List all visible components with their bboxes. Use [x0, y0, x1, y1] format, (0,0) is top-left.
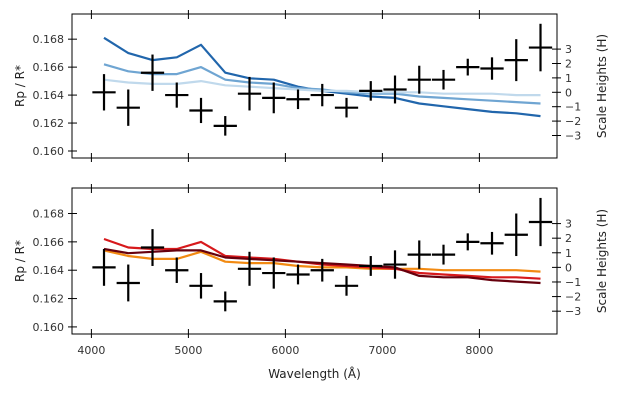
data-point	[262, 257, 286, 289]
right-y-axis-title: Scale Heights (H)	[595, 34, 609, 138]
data-point	[528, 23, 553, 72]
right-y-tick-label: 3	[565, 218, 572, 231]
right-y-tick-label: −2	[565, 115, 581, 128]
x-tick-label: 4000	[77, 344, 105, 357]
data-point	[456, 233, 480, 251]
data-point	[140, 229, 165, 266]
data-point	[310, 258, 334, 282]
right-y-tick-label: −3	[565, 305, 581, 318]
data-point	[407, 240, 431, 269]
data-point	[286, 89, 310, 110]
data-point	[189, 97, 213, 124]
axes-frame	[71, 187, 558, 335]
y-tick-label: 0.168	[33, 208, 65, 221]
data-point	[456, 58, 480, 76]
y-tick-label: 0.168	[33, 33, 65, 46]
data-point	[237, 251, 262, 286]
data-point	[310, 83, 334, 107]
x-tick-label: 7000	[368, 344, 396, 357]
data-point	[286, 264, 310, 285]
data-point	[504, 39, 528, 82]
right-y-tick-label: 0	[565, 86, 572, 99]
data-point	[116, 89, 140, 126]
y-tick-label: 0.160	[33, 321, 65, 334]
data-point	[431, 69, 456, 90]
x-tick-label: 5000	[174, 344, 202, 357]
y-axis-title: Rp / R*	[13, 240, 27, 282]
right-y-tick-label: −3	[565, 129, 581, 142]
data-point	[480, 57, 504, 80]
data-point	[213, 116, 237, 136]
right-y-tick-label: 1	[565, 72, 572, 85]
x-axis-title: Wavelength (Å)	[268, 366, 361, 381]
data-point	[92, 248, 116, 286]
data-point	[165, 82, 189, 108]
data-point	[504, 213, 528, 257]
y-tick-label: 0.164	[33, 264, 65, 277]
panel-top: 0.160 0.162 0.164 0.166 0.168 −3−2−1 01 23 Rp / …	[13, 10, 609, 162]
right-y-tick-label: 2	[565, 232, 572, 245]
data-point	[383, 250, 407, 279]
data-point	[407, 65, 431, 94]
y-tick-label: 0.166	[33, 236, 65, 249]
data-point	[334, 97, 359, 118]
right-y-tick-label: −1	[565, 276, 581, 289]
data-point	[359, 256, 383, 276]
data-point	[213, 291, 237, 312]
data-point	[359, 81, 383, 101]
data-point	[431, 244, 456, 265]
right-y-tick-label: 3	[565, 43, 572, 56]
y-tick-label: 0.162	[33, 293, 65, 306]
data-point	[165, 257, 189, 283]
right-y-tick-label: −1	[565, 101, 581, 114]
y-tick-label: 0.164	[33, 89, 65, 102]
x-tick-label: 8000	[465, 344, 493, 357]
data-point	[480, 231, 504, 255]
axes-frame	[71, 13, 558, 159]
right-y-tick-label: 1	[565, 247, 572, 260]
data-point	[189, 273, 213, 299]
data-point	[140, 54, 165, 91]
data-point	[528, 197, 553, 247]
data-point	[237, 76, 262, 111]
data-point	[116, 264, 140, 302]
data-point	[262, 82, 286, 114]
y-axis-title: Rp / R*	[13, 65, 27, 107]
data-point	[92, 74, 116, 111]
y-tick-label: 0.166	[33, 61, 65, 74]
y-tick-label: 0.162	[33, 117, 65, 130]
y-tick-label: 0.160	[33, 145, 65, 158]
data-point	[383, 75, 407, 104]
x-tick-label: 6000	[271, 344, 299, 357]
panel-bottom: 0.160 0.162 0.164 0.166 0.168 −3−2 −1 01 23 4000 5…	[13, 184, 609, 381]
data-point	[334, 275, 359, 296]
right-y-tick-label: 0	[565, 261, 572, 274]
right-y-axis-title: Scale Heights (H)	[595, 209, 609, 313]
right-y-tick-label: −2	[565, 291, 581, 304]
right-y-tick-label: 2	[565, 57, 572, 70]
